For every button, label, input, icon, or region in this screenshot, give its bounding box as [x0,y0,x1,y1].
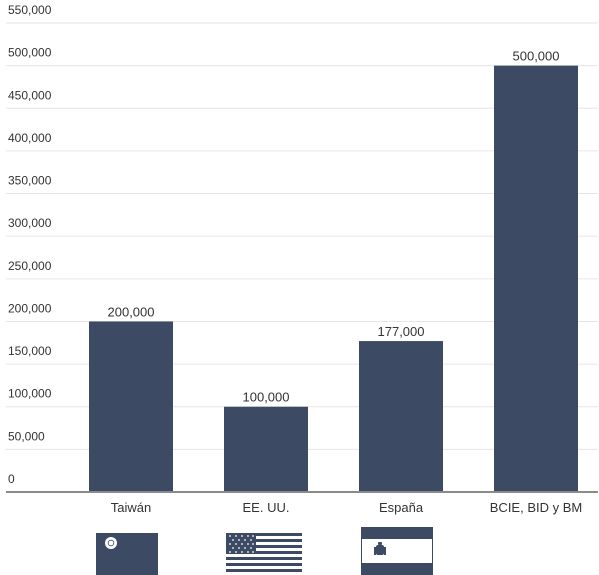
y-tick-label: 400,000 [8,131,52,145]
data-labels: 200,000 100,000 177,000 500,000 [108,49,560,405]
x-tick-label: Taiwán [111,500,151,515]
y-tick-label: 0 [8,472,15,486]
x-tick-label: EE. UU. [243,500,290,515]
bar [359,341,443,492]
data-label: 200,000 [108,304,155,319]
x-tick-label: BCIE, BID y BM [490,500,582,515]
y-axis-tick-labels: 0 50,000 100,000 150,000 200,000 250,000 300,0… [8,3,52,486]
y-tick-label: 50,000 [8,429,45,443]
y-tick-label: 500,000 [8,46,52,60]
y-tick-label: 100,000 [8,387,52,401]
x-axis-tick-labels: Taiwán EE. UU. España BCIE, BID y BM [111,500,582,515]
bar [224,407,308,492]
x-tick-label: España [379,500,424,515]
data-label: 177,000 [378,324,425,339]
usa-flag-icon [226,533,302,575]
y-tick-label: 200,000 [8,301,52,315]
spain-flag-icon [361,527,433,575]
data-label: 100,000 [243,390,290,405]
bar [494,66,578,492]
y-tick-label: 450,000 [8,88,52,102]
bar [89,321,173,492]
taiwan-flag-icon [96,533,158,575]
data-label: 500,000 [513,49,560,64]
y-tick-label: 300,000 [8,216,52,230]
y-tick-label: 350,000 [8,174,52,188]
y-tick-label: 250,000 [8,259,52,273]
y-tick-label: 150,000 [8,344,52,358]
y-tick-label: 550,000 [8,3,52,17]
